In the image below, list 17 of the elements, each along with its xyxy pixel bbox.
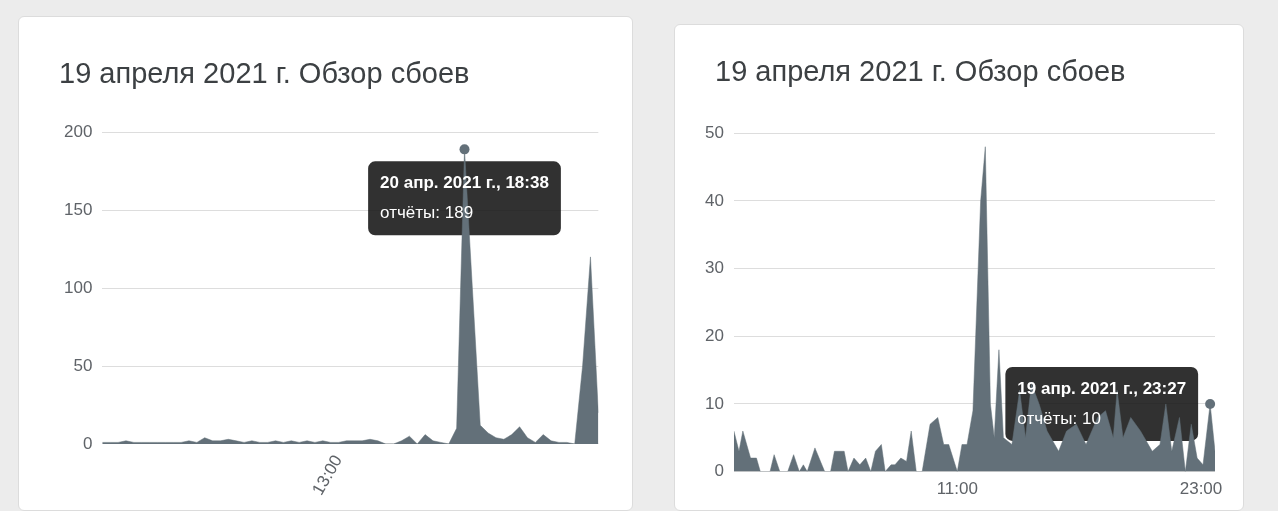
y-tick-label: 0 xyxy=(82,433,93,453)
y-tick-label: 20 xyxy=(704,325,724,345)
x-tick-label: 23:00 xyxy=(1179,479,1223,499)
annotation: 19 апр. 2021 г., 23:27 отчёты: 10 xyxy=(1017,378,1187,428)
chart-title: 19 апреля 2021 г. Обзор сбоев xyxy=(59,57,470,90)
chart-title: 19 апреля 2021 г. Обзор сбоев xyxy=(715,55,1126,88)
y-tick-label: 10 xyxy=(704,393,724,413)
y-tick-label: 50 xyxy=(73,355,93,375)
x-tick-label: 11:00 xyxy=(936,479,978,499)
y-tick-label: 40 xyxy=(704,190,724,210)
y-tick-label: 150 xyxy=(63,199,93,219)
annotation: 20 апр. 2021 г., 18:38 отчёты: 189 xyxy=(380,173,549,223)
y-tick-label: 50 xyxy=(704,122,724,142)
y-tick-label: 30 xyxy=(704,258,724,278)
y-tick-label: 200 xyxy=(63,121,93,141)
y-tick-label: 0 xyxy=(714,461,724,481)
y-tick-label: 100 xyxy=(63,277,93,297)
